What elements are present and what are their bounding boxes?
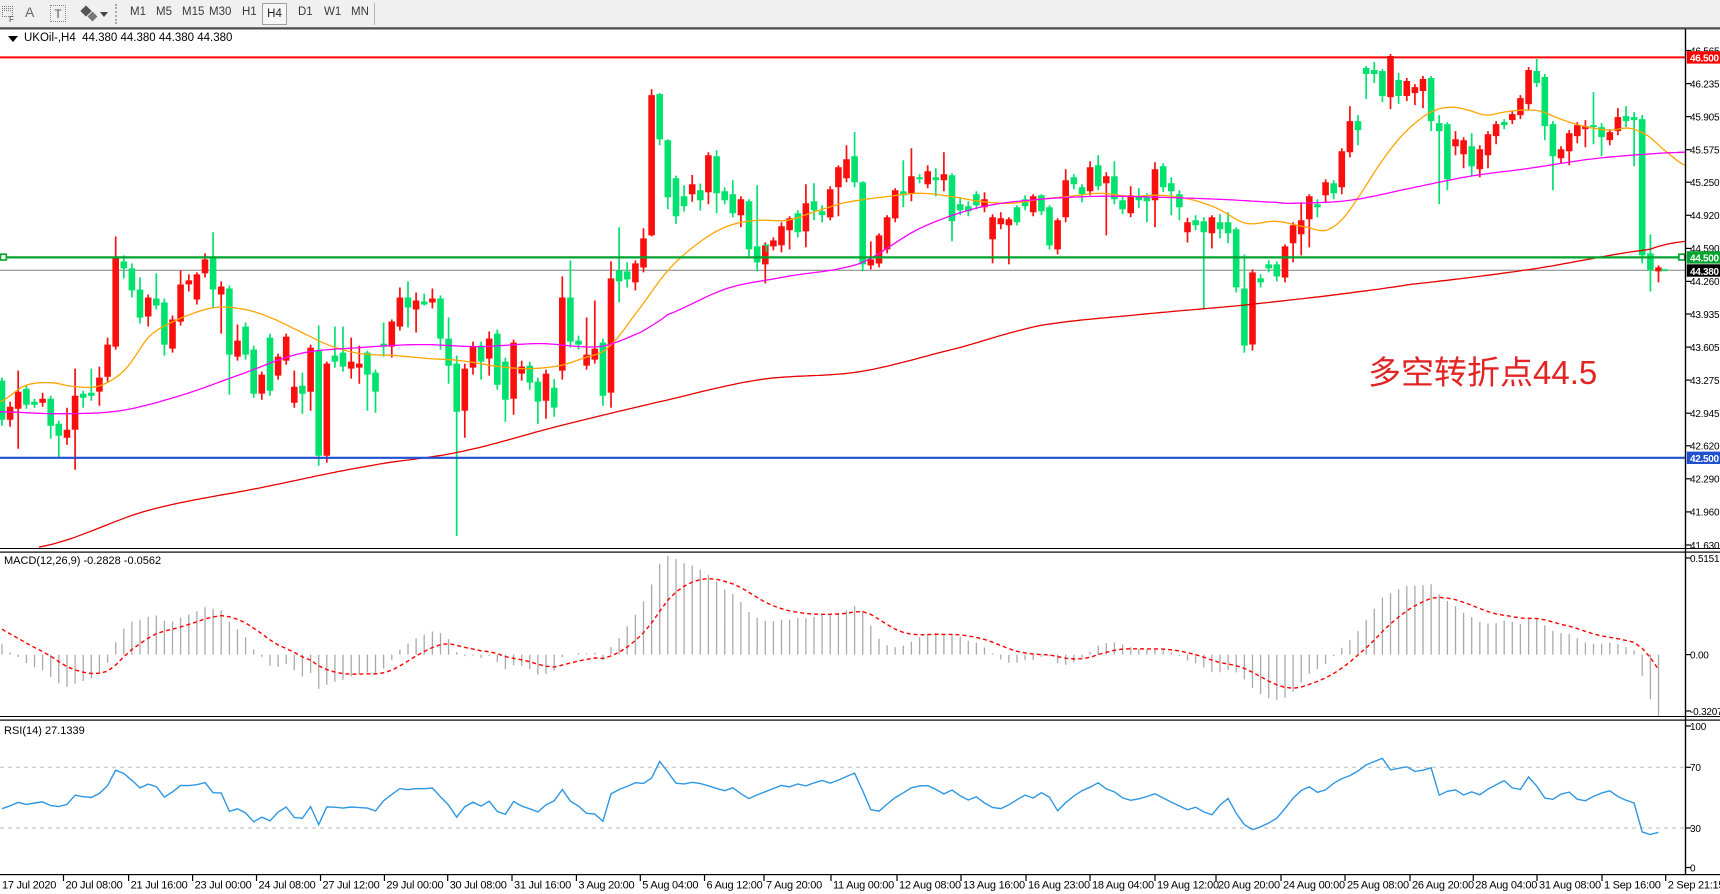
svg-text:44.260: 44.260 xyxy=(1690,277,1720,288)
svg-text:RSI(14) 27.1339: RSI(14) 27.1339 xyxy=(4,725,85,737)
svg-text:46.500: 46.500 xyxy=(1690,54,1720,65)
svg-text:42.620: 42.620 xyxy=(1690,442,1720,453)
svg-text:0: 0 xyxy=(1690,863,1696,874)
svg-text:28 Aug 04:00: 28 Aug 04:00 xyxy=(1475,880,1537,892)
svg-text:3 Aug 20:00: 3 Aug 20:00 xyxy=(578,880,634,892)
svg-text:100: 100 xyxy=(1690,722,1707,733)
svg-text:23 Jul 00:00: 23 Jul 00:00 xyxy=(195,880,252,892)
svg-text:29 Jul 00:00: 29 Jul 00:00 xyxy=(386,880,443,892)
svg-text:41.960: 41.960 xyxy=(1690,508,1720,519)
svg-text:31 Jul 16:00: 31 Jul 16:00 xyxy=(514,880,571,892)
svg-text:43.605: 43.605 xyxy=(1690,343,1720,354)
svg-text:44.5: 44.5 xyxy=(1533,354,1597,391)
svg-text:43.935: 43.935 xyxy=(1690,310,1720,321)
svg-text:UKOil-,H4 44.380 44.380 44.38: UKOil-,H4 44.380 44.380 44.380 44.380 xyxy=(24,32,232,44)
svg-text:24 Jul 08:00: 24 Jul 08:00 xyxy=(259,880,316,892)
svg-text:44.920: 44.920 xyxy=(1690,211,1720,222)
svg-text:18 Aug 04:00: 18 Aug 04:00 xyxy=(1092,880,1154,892)
svg-text:20 Aug 20:00: 20 Aug 20:00 xyxy=(1218,880,1280,892)
svg-text:MACD(12,26,9) -0.2828 -0.0562: MACD(12,26,9) -0.2828 -0.0562 xyxy=(4,555,161,567)
svg-text:24 Aug 00:00: 24 Aug 00:00 xyxy=(1283,880,1345,892)
svg-text:1 Sep 16:00: 1 Sep 16:00 xyxy=(1604,880,1661,892)
svg-text:30: 30 xyxy=(1690,824,1701,835)
svg-text:44.500: 44.500 xyxy=(1690,254,1720,265)
svg-text:0.00: 0.00 xyxy=(1690,650,1709,661)
svg-text:43.275: 43.275 xyxy=(1690,376,1720,387)
svg-text:42.945: 42.945 xyxy=(1690,409,1720,420)
svg-text:5 Aug 04:00: 5 Aug 04:00 xyxy=(642,880,698,892)
svg-text:31 Aug 08:00: 31 Aug 08:00 xyxy=(1539,880,1601,892)
svg-text:46.235: 46.235 xyxy=(1690,79,1720,90)
svg-text:25 Aug 08:00: 25 Aug 08:00 xyxy=(1347,880,1409,892)
svg-text:44.380: 44.380 xyxy=(1690,267,1720,278)
svg-text:70: 70 xyxy=(1690,763,1701,774)
svg-text:42.290: 42.290 xyxy=(1690,475,1720,486)
svg-text:41.630: 41.630 xyxy=(1690,541,1720,552)
svg-text:45.250: 45.250 xyxy=(1690,178,1720,189)
svg-text:17 Jul 2020: 17 Jul 2020 xyxy=(2,880,56,892)
svg-text:T: T xyxy=(763,243,770,255)
svg-text:-0.3207: -0.3207 xyxy=(1690,707,1720,718)
svg-text:45.575: 45.575 xyxy=(1690,146,1720,157)
svg-text:21 Jul 16:00: 21 Jul 16:00 xyxy=(131,880,188,892)
svg-text:27 Jul 12:00: 27 Jul 12:00 xyxy=(323,880,380,892)
svg-text:7 Aug 20:00: 7 Aug 20:00 xyxy=(766,880,822,892)
svg-text:20 Jul 08:00: 20 Jul 08:00 xyxy=(66,880,123,892)
svg-text:11 Aug 00:00: 11 Aug 00:00 xyxy=(833,880,894,892)
svg-text:16 Aug 23:00: 16 Aug 23:00 xyxy=(1028,880,1090,892)
svg-text:2 Sep 21:15: 2 Sep 21:15 xyxy=(1668,880,1720,892)
svg-text:12 Aug 08:00: 12 Aug 08:00 xyxy=(899,880,961,892)
svg-text:30 Jul 08:00: 30 Jul 08:00 xyxy=(450,880,507,892)
svg-text:44.590: 44.590 xyxy=(1690,244,1720,255)
svg-text:45.905: 45.905 xyxy=(1690,112,1720,123)
svg-text:6 Aug 12:00: 6 Aug 12:00 xyxy=(707,880,763,892)
svg-text:19 Aug 12:00: 19 Aug 12:00 xyxy=(1157,880,1219,892)
svg-text:13 Aug 16:00: 13 Aug 16:00 xyxy=(963,880,1025,892)
svg-text:26 Aug 20:00: 26 Aug 20:00 xyxy=(1412,880,1474,892)
svg-text:42.500: 42.500 xyxy=(1690,454,1720,465)
svg-text:0.5151: 0.5151 xyxy=(1690,554,1720,565)
